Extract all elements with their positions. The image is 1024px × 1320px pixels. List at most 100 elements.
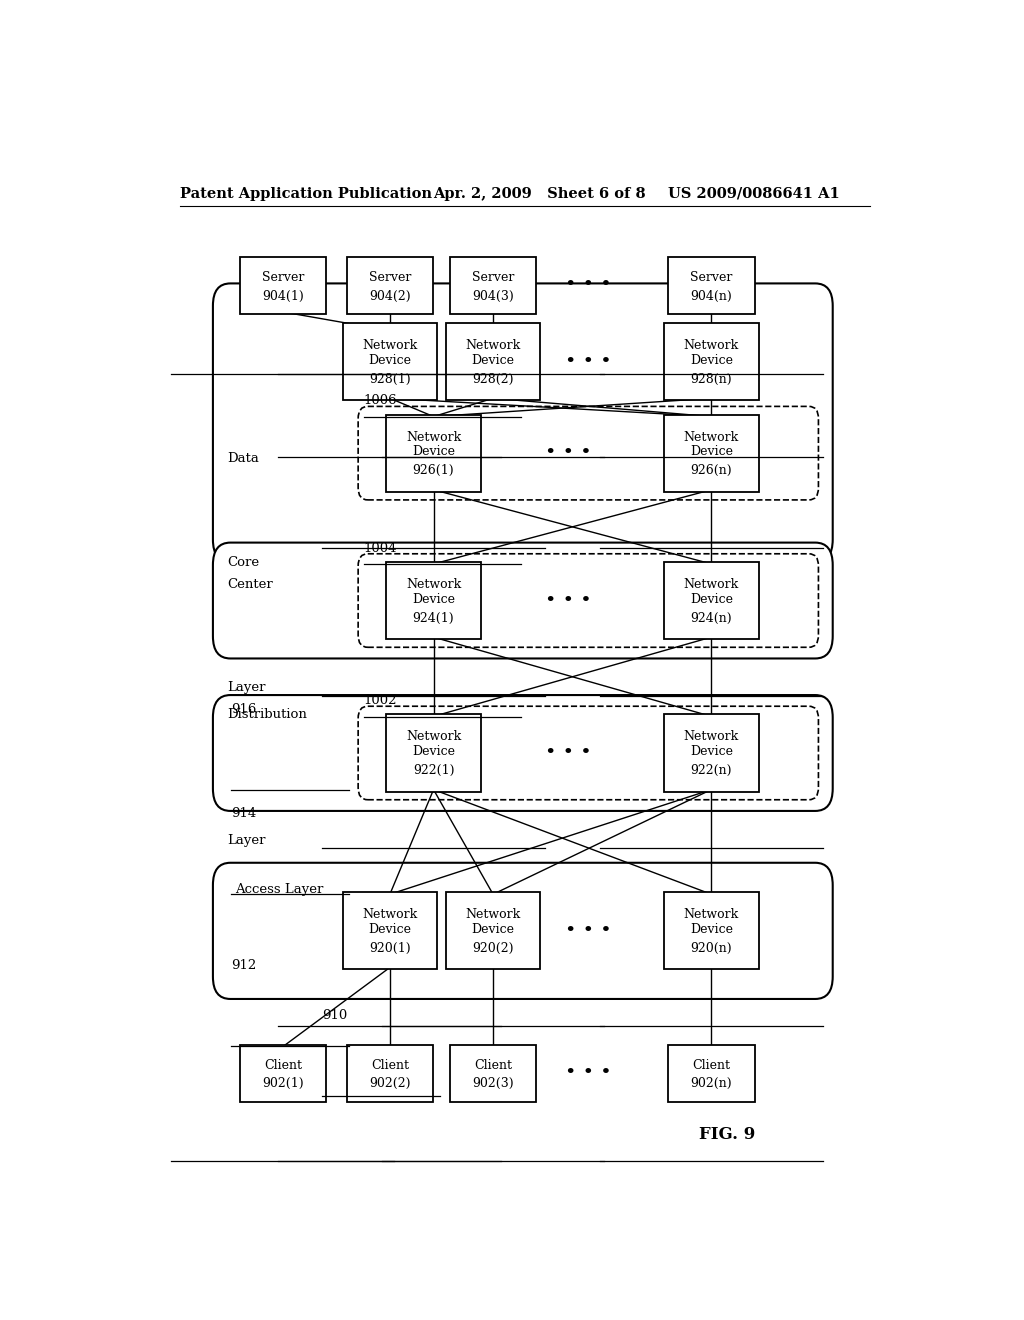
FancyBboxPatch shape — [240, 257, 326, 314]
Text: 1004: 1004 — [364, 541, 397, 554]
Text: 920(1): 920(1) — [369, 942, 411, 954]
Text: Network: Network — [406, 730, 461, 743]
Text: 904(3): 904(3) — [472, 289, 514, 302]
FancyBboxPatch shape — [665, 323, 759, 400]
Text: Layer: Layer — [227, 681, 265, 694]
Text: Network: Network — [466, 339, 520, 352]
Text: • • •: • • • — [565, 1064, 611, 1082]
Text: 904(1): 904(1) — [262, 289, 304, 302]
Text: Network: Network — [406, 578, 461, 591]
Text: 902(n): 902(n) — [690, 1077, 732, 1090]
FancyBboxPatch shape — [213, 543, 833, 659]
Text: 1006: 1006 — [364, 395, 397, 408]
Text: Client: Client — [692, 1059, 730, 1072]
Text: Network: Network — [684, 430, 739, 444]
Text: Patent Application Publication: Patent Application Publication — [179, 187, 431, 201]
FancyBboxPatch shape — [213, 863, 833, 999]
Text: Apr. 2, 2009   Sheet 6 of 8: Apr. 2, 2009 Sheet 6 of 8 — [433, 187, 646, 201]
Text: • • •: • • • — [545, 744, 592, 762]
Text: Center: Center — [227, 578, 273, 590]
Text: 1002: 1002 — [364, 694, 397, 708]
Text: 920(n): 920(n) — [690, 942, 732, 954]
FancyBboxPatch shape — [343, 323, 437, 400]
Text: 902(3): 902(3) — [472, 1077, 514, 1090]
Text: Layer: Layer — [227, 834, 265, 847]
Text: Server: Server — [369, 271, 411, 284]
FancyBboxPatch shape — [347, 1044, 433, 1102]
FancyBboxPatch shape — [665, 414, 759, 492]
Text: 922(1): 922(1) — [413, 764, 455, 777]
Text: Server: Server — [261, 271, 304, 284]
Text: • • •: • • • — [545, 591, 592, 610]
Text: 902(1): 902(1) — [262, 1077, 303, 1090]
Text: Device: Device — [369, 923, 412, 936]
FancyBboxPatch shape — [213, 696, 833, 810]
Text: Device: Device — [412, 744, 455, 758]
Text: Server: Server — [472, 271, 514, 284]
Text: Network: Network — [362, 339, 418, 352]
Text: Network: Network — [684, 339, 739, 352]
Text: 910: 910 — [323, 1008, 348, 1022]
FancyBboxPatch shape — [240, 1044, 326, 1102]
Text: Network: Network — [684, 730, 739, 743]
FancyBboxPatch shape — [386, 714, 480, 792]
Text: Server: Server — [690, 271, 732, 284]
Text: 928(2): 928(2) — [472, 372, 514, 385]
Text: Device: Device — [690, 923, 733, 936]
FancyBboxPatch shape — [668, 1044, 755, 1102]
Text: Device: Device — [690, 354, 733, 367]
FancyBboxPatch shape — [450, 1044, 537, 1102]
FancyBboxPatch shape — [347, 257, 433, 314]
Text: Client: Client — [371, 1059, 409, 1072]
FancyBboxPatch shape — [386, 414, 480, 492]
Text: Device: Device — [472, 923, 514, 936]
Text: 926(1): 926(1) — [413, 465, 455, 478]
Text: Device: Device — [412, 445, 455, 458]
Text: FIG. 9: FIG. 9 — [699, 1126, 756, 1143]
FancyBboxPatch shape — [450, 257, 537, 314]
Text: • • •: • • • — [565, 276, 611, 294]
Text: Core: Core — [227, 556, 259, 569]
Text: Access Layer: Access Layer — [236, 883, 324, 896]
Text: Distribution: Distribution — [227, 709, 307, 721]
Text: Network: Network — [684, 578, 739, 591]
FancyBboxPatch shape — [445, 892, 541, 969]
FancyBboxPatch shape — [445, 323, 541, 400]
FancyBboxPatch shape — [386, 562, 480, 639]
Text: Network: Network — [684, 908, 739, 921]
Text: • • •: • • • — [565, 352, 611, 371]
Text: • • •: • • • — [565, 921, 611, 940]
Text: Device: Device — [690, 744, 733, 758]
Text: Device: Device — [690, 593, 733, 606]
Text: 902(2): 902(2) — [369, 1077, 411, 1090]
Text: Network: Network — [362, 908, 418, 921]
FancyBboxPatch shape — [213, 284, 833, 562]
Text: 904(2): 904(2) — [369, 289, 411, 302]
FancyBboxPatch shape — [665, 714, 759, 792]
Text: 916: 916 — [231, 704, 257, 717]
Text: Network: Network — [406, 430, 461, 444]
Text: Device: Device — [369, 354, 412, 367]
Text: • • •: • • • — [545, 444, 592, 462]
Text: 904(n): 904(n) — [690, 289, 732, 302]
Text: 924(1): 924(1) — [413, 611, 455, 624]
Text: 914: 914 — [231, 807, 256, 820]
Text: Client: Client — [264, 1059, 302, 1072]
Text: Data: Data — [227, 453, 259, 465]
Text: 924(n): 924(n) — [690, 611, 732, 624]
Text: 922(n): 922(n) — [690, 764, 732, 777]
Text: Device: Device — [412, 593, 455, 606]
FancyBboxPatch shape — [665, 892, 759, 969]
Text: 928(n): 928(n) — [690, 372, 732, 385]
Text: Network: Network — [466, 908, 520, 921]
FancyBboxPatch shape — [668, 257, 755, 314]
Text: Device: Device — [690, 445, 733, 458]
FancyBboxPatch shape — [343, 892, 437, 969]
Text: Client: Client — [474, 1059, 512, 1072]
FancyBboxPatch shape — [665, 562, 759, 639]
Text: 920(2): 920(2) — [472, 942, 514, 954]
Text: Device: Device — [472, 354, 514, 367]
Text: US 2009/0086641 A1: US 2009/0086641 A1 — [668, 187, 840, 201]
Text: 926(n): 926(n) — [690, 465, 732, 478]
Text: 928(1): 928(1) — [369, 372, 411, 385]
